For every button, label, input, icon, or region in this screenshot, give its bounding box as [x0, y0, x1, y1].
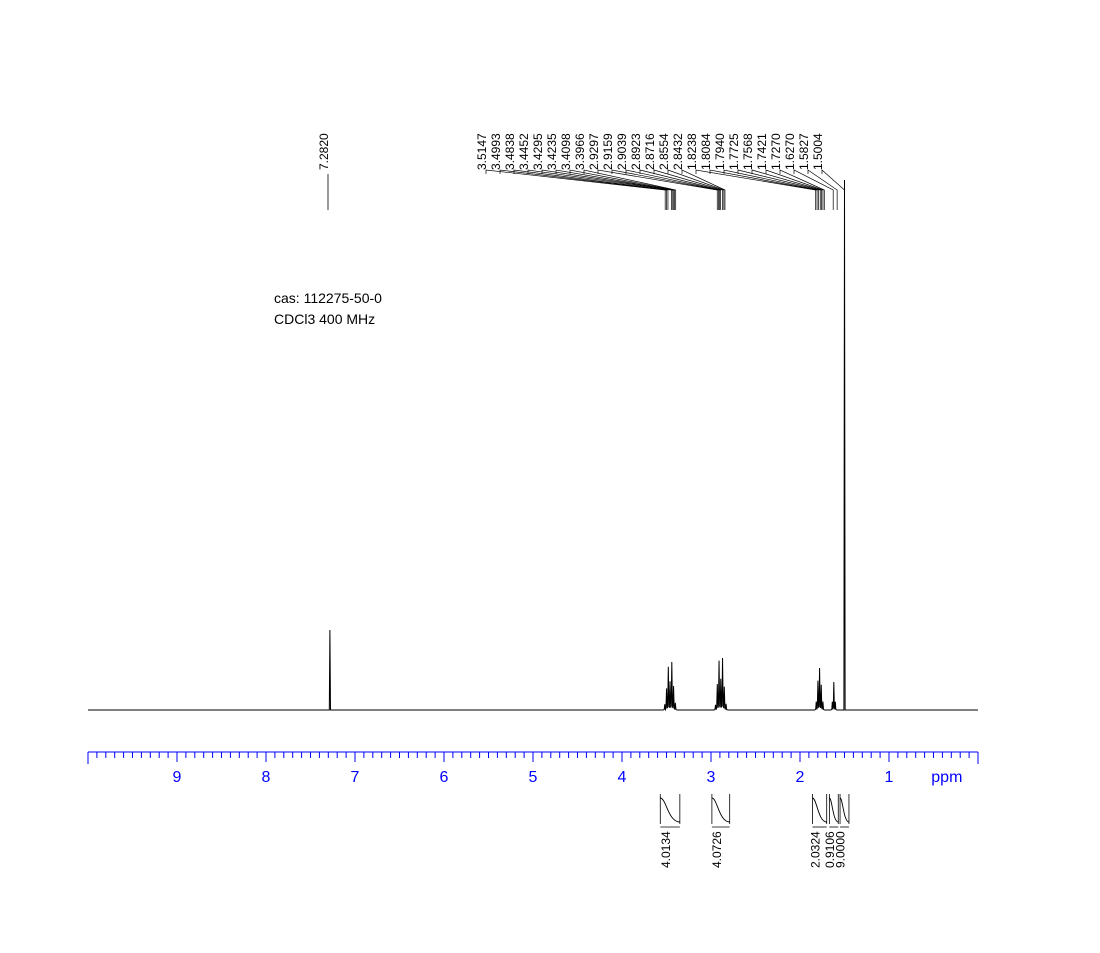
peak-label: 1.7568 — [741, 133, 755, 170]
peak-label: 7.2820 — [317, 133, 331, 170]
integration-curve — [840, 798, 849, 822]
peak-connector — [570, 170, 675, 210]
integration-curve — [660, 798, 680, 822]
peak-label: 1.5827 — [797, 133, 811, 170]
peak-connector — [738, 170, 820, 210]
peak-label: 2.9039 — [615, 133, 629, 170]
peak-label: 1.6270 — [783, 133, 797, 170]
integration-value: 2.0324 — [809, 831, 823, 868]
peak-connector — [696, 170, 816, 210]
peak-label: 3.4235 — [545, 133, 559, 170]
peak-label: 3.4838 — [503, 133, 517, 170]
x-tick-label: 7 — [351, 769, 360, 786]
integration-curve — [829, 798, 838, 822]
peak-label: 2.8716 — [643, 133, 657, 170]
integration-curve — [712, 798, 730, 822]
peak-label: 1.8084 — [699, 133, 713, 170]
peak-label: 1.7940 — [713, 133, 727, 170]
peak-connector — [640, 170, 721, 210]
x-tick-label: 1 — [885, 769, 894, 786]
peak-label: 3.4452 — [517, 133, 531, 170]
peak-label: 2.8923 — [629, 133, 643, 170]
peak-connector — [584, 170, 676, 210]
integration-curve — [812, 798, 826, 822]
peak-label: 1.7421 — [755, 133, 769, 170]
peak-connector — [598, 170, 717, 210]
peak-label: 2.9297 — [587, 133, 601, 170]
x-tick-label: 5 — [529, 769, 538, 786]
peak-connector — [724, 170, 818, 210]
peak-label: 1.7270 — [769, 133, 783, 170]
x-tick-label: 8 — [262, 769, 271, 786]
spectrum-trace — [88, 180, 978, 710]
peak-label: 2.8554 — [657, 133, 671, 170]
peak-connector — [486, 170, 665, 210]
peak-label: 3.3966 — [573, 133, 587, 170]
cas-label: cas: — [274, 290, 300, 306]
x-tick-label: 4 — [618, 769, 627, 786]
peak-label: 3.4098 — [559, 133, 573, 170]
nmr-spectrum-svg: 9 8 7 6 5 4 3 2 1 ppm 7.2820 3.51473.49933.48383.44… — [0, 0, 1100, 953]
integration-value: 4.0726 — [710, 831, 724, 868]
annotation-block: cas: 112275-50-0 CDCl3 400 MHz — [274, 288, 382, 330]
peak-label: 3.5147 — [475, 133, 489, 170]
cas-value: 112275-50-0 — [304, 290, 382, 306]
x-axis-unit-label: ppm — [931, 769, 962, 786]
peak-label: 1.5004 — [811, 133, 825, 170]
peak-label: 1.7725 — [727, 133, 741, 170]
x-tick-label: 9 — [173, 769, 182, 786]
peak-label: 2.9159 — [601, 133, 615, 170]
peak-label: 3.4295 — [531, 133, 545, 170]
x-tick-label: 2 — [796, 769, 805, 786]
x-tick-label: 6 — [440, 769, 449, 786]
solvent-text: CDCl3 400 MHz — [274, 311, 375, 327]
peak-label: 3.4993 — [489, 133, 503, 170]
peak-label: 1.8238 — [685, 133, 699, 170]
x-tick-label: 3 — [707, 769, 716, 786]
integration-value: 9.0000 — [834, 831, 848, 868]
integration-value: 4.0134 — [659, 831, 673, 868]
peak-label: 2.8432 — [671, 133, 685, 170]
